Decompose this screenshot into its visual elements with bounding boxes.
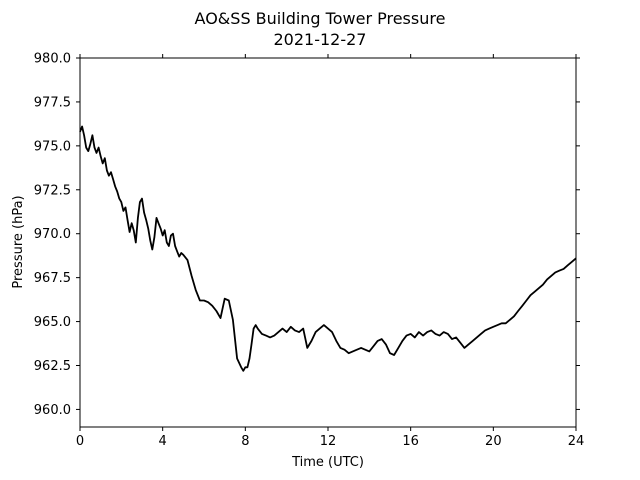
- y-tick-label: 962.5: [34, 359, 71, 374]
- x-tick-label: 8: [241, 434, 249, 449]
- y-tick-label: 967.5: [34, 271, 71, 286]
- x-axis-label: Time (UTC): [291, 455, 364, 470]
- x-tick-label: 0: [76, 434, 84, 449]
- y-tick-label: 972.5: [34, 183, 71, 198]
- x-tick-label: 24: [568, 434, 585, 449]
- y-tick-label: 980.0: [34, 52, 71, 67]
- y-tick-label: 977.5: [34, 95, 71, 110]
- x-tick-label: 16: [402, 434, 419, 449]
- y-axis-label: Pressure (hPa): [11, 195, 26, 288]
- y-tick-label: 970.0: [34, 227, 71, 242]
- y-tick-label: 960.0: [34, 403, 71, 418]
- x-tick-label: 20: [485, 434, 502, 449]
- y-tick-label: 965.0: [34, 315, 71, 330]
- plot-area-frame: [79, 57, 577, 428]
- x-tick-label: 12: [320, 434, 337, 449]
- series-line-0: [79, 125, 577, 372]
- axis-ticks: 0 4 8 12 16 20 24 960.0 962.5 965.0 967.5 970.0 972.…: [34, 52, 584, 450]
- chart-title: AO&SS Building Tower Pressure: [195, 9, 446, 28]
- y-tick-label: 975.0: [34, 139, 71, 154]
- x-tick-label: 4: [159, 434, 167, 449]
- data-series: [79, 125, 577, 372]
- chart-subtitle: 2021-12-27: [274, 30, 367, 49]
